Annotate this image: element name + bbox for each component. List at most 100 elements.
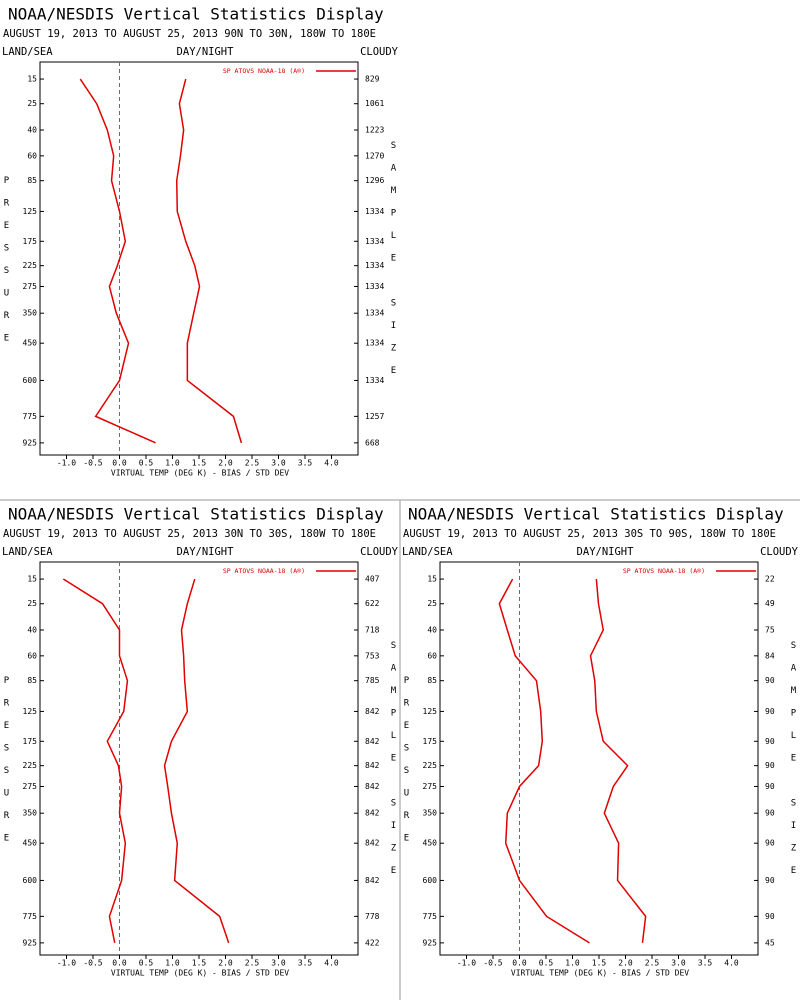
sample-size-label: 407 xyxy=(365,575,380,584)
sample-size-label: 842 xyxy=(365,876,380,885)
sample-size-label: 842 xyxy=(365,761,380,770)
sample-size-label: 753 xyxy=(365,651,380,660)
center-label: DAY/NIGHT xyxy=(177,546,235,558)
x-tick-label: 0.0 xyxy=(112,959,127,968)
sample-size-label: 842 xyxy=(365,707,380,716)
y-tick-label: 450 xyxy=(23,839,38,848)
y-tick-label: 450 xyxy=(423,839,438,848)
chart-title: NOAA/NESDIS Vertical Statistics Display xyxy=(408,505,784,524)
x-tick-label: 4.0 xyxy=(324,959,339,968)
sample-size-label: 842 xyxy=(365,737,380,746)
sample-size-label: 785 xyxy=(365,676,380,685)
sample-size-label: 1296 xyxy=(365,176,384,185)
std-dev-line xyxy=(175,78,243,444)
sample-size-label: 84 xyxy=(765,651,775,660)
x-tick-label: 1.5 xyxy=(192,959,207,968)
y-tick-label: 125 xyxy=(23,207,38,216)
y-tick-label: 350 xyxy=(23,809,38,818)
x-tick-label: 0.5 xyxy=(139,959,154,968)
x-tick-label: 4.0 xyxy=(724,959,739,968)
y-tick-label: 925 xyxy=(23,938,38,947)
x-tick-label: 4.0 xyxy=(324,459,339,468)
y-tick-label: 15 xyxy=(427,575,437,584)
sample-size-label: 1061 xyxy=(365,99,384,108)
y-tick-label: 40 xyxy=(27,625,37,634)
sample-size-label: 422 xyxy=(365,938,380,947)
sample-size-label: 90 xyxy=(765,707,775,716)
y2-axis-label: SAMPLE SIZE xyxy=(389,641,399,889)
x-tick-label: 2.5 xyxy=(245,459,260,468)
x-tick-label: -0.5 xyxy=(83,459,102,468)
sample-size-label: 45 xyxy=(765,938,775,947)
chart-subtitle: AUGUST 19, 2013 TO AUGUST 25, 2013 30S T… xyxy=(403,528,776,540)
sample-size-label: 90 xyxy=(765,839,775,848)
x-axis-label: VIRTUAL TEMP (DEG K) - BIAS / STD DEV xyxy=(511,969,689,978)
x-axis-label: VIRTUAL TEMP (DEG K) - BIAS / STD DEV xyxy=(111,469,289,478)
x-tick-label: 0.5 xyxy=(139,459,154,468)
sample-size-label: 75 xyxy=(765,625,775,634)
y-tick-label: 925 xyxy=(23,438,38,447)
y-tick-label: 85 xyxy=(27,176,37,185)
y-tick-label: 60 xyxy=(27,651,37,660)
y-tick-label: 15 xyxy=(27,75,37,84)
sample-size-label: 622 xyxy=(365,599,380,608)
sample-size-label: 1223 xyxy=(365,125,384,134)
y-tick-label: 175 xyxy=(23,737,38,746)
chart-pane: NOAA/NESDIS Vertical Statistics Display A… xyxy=(2,5,399,478)
sample-size-label: 1334 xyxy=(365,207,384,216)
y-tick-label: 450 xyxy=(23,339,38,348)
sample-size-label: 1334 xyxy=(365,282,384,291)
y-tick-label: 40 xyxy=(427,625,437,634)
y-tick-label: 40 xyxy=(27,125,37,134)
sample-size-label: 22 xyxy=(765,575,775,584)
sample-size-label: 90 xyxy=(765,737,775,746)
y-axis-label: PRESSURE xyxy=(2,676,12,856)
x-tick-label: -1.0 xyxy=(57,959,76,968)
legend-label: SP ATOVS NOAA-18 (A®) xyxy=(223,67,305,75)
sample-size-label: 842 xyxy=(365,809,380,818)
sample-size-label: 49 xyxy=(765,599,775,608)
y-tick-label: 600 xyxy=(23,876,38,885)
x-tick-label: 2.0 xyxy=(218,959,233,968)
y-tick-label: 15 xyxy=(27,575,37,584)
chart-subtitle: AUGUST 19, 2013 TO AUGUST 25, 2013 90N T… xyxy=(3,28,376,40)
y-tick-label: 225 xyxy=(23,761,38,770)
x-tick-label: 3.0 xyxy=(271,459,286,468)
sample-size-label: 668 xyxy=(365,438,380,447)
sample-size-label: 90 xyxy=(765,782,775,791)
chart-title: NOAA/NESDIS Vertical Statistics Display xyxy=(8,505,384,524)
y-tick-label: 275 xyxy=(423,782,438,791)
y-tick-label: 175 xyxy=(423,737,438,746)
y-tick-label: 125 xyxy=(423,707,438,716)
sample-size-label: 1334 xyxy=(365,376,384,385)
plot-frame xyxy=(439,561,759,956)
x-tick-label: 1.0 xyxy=(565,959,580,968)
y-tick-label: 350 xyxy=(23,309,38,318)
std-dev-line xyxy=(163,578,230,944)
bias-line xyxy=(498,578,590,944)
sample-size-label: 842 xyxy=(365,839,380,848)
legend-label: SP ATOVS NOAA-18 (A®) xyxy=(623,567,705,575)
x-tick-label: -1.0 xyxy=(57,459,76,468)
y-tick-label: 85 xyxy=(27,676,37,685)
chart-subtitle: AUGUST 19, 2013 TO AUGUST 25, 2013 30N T… xyxy=(3,528,376,540)
y-tick-label: 350 xyxy=(423,809,438,818)
sample-size-label: 1270 xyxy=(365,151,384,160)
x-tick-label: 2.0 xyxy=(618,959,633,968)
right-label: CLOUDY xyxy=(360,546,399,558)
std-dev-line xyxy=(589,578,647,943)
sample-size-label: 1334 xyxy=(365,237,384,246)
y-tick-label: 125 xyxy=(23,707,38,716)
y-tick-label: 775 xyxy=(423,912,438,921)
x-tick-label: 1.5 xyxy=(192,459,207,468)
x-tick-label: -1.0 xyxy=(457,959,476,968)
sample-size-label: 1334 xyxy=(365,309,384,318)
left-label: LAND/SEA xyxy=(402,546,453,558)
x-tick-label: 0.0 xyxy=(112,459,127,468)
x-tick-label: 1.5 xyxy=(592,959,607,968)
sample-size-label: 90 xyxy=(765,876,775,885)
y-tick-label: 275 xyxy=(23,782,38,791)
left-label: LAND/SEA xyxy=(2,546,53,558)
chart-title: NOAA/NESDIS Vertical Statistics Display xyxy=(8,5,384,24)
